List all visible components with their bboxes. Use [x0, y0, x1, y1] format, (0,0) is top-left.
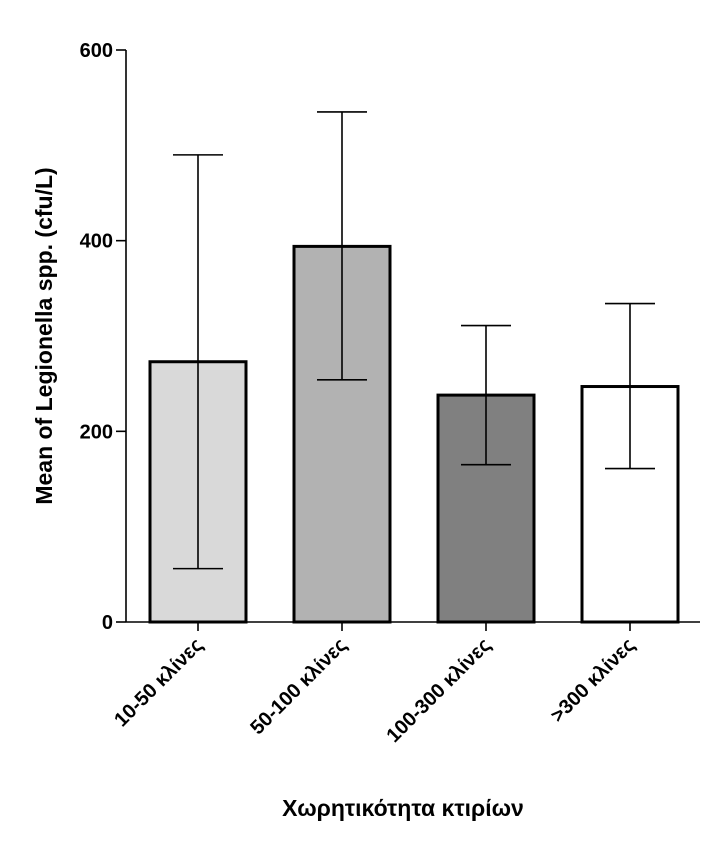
- y-tick-label-4: 600: [80, 40, 113, 62]
- x-axis-title: Χωρητικότητα κτιρίων: [282, 795, 524, 821]
- bar-4: [580, 385, 680, 624]
- y-tick-label-3: 400: [80, 231, 113, 253]
- x-tick-label-3: 100-300 κλίνες: [383, 634, 496, 747]
- y-axis-title: Mean of Legionella spp. (cfu/L): [31, 167, 57, 504]
- bars-layer: [148, 244, 680, 624]
- x-tick-label-1: 10-50 κλίνες: [110, 634, 207, 731]
- y-tick-label-1: 0: [102, 612, 113, 634]
- error-bars-layer: [173, 111, 655, 570]
- x-tick-label-2: 50-100 κλίνες: [246, 634, 351, 739]
- y-tick-label-2: 200: [80, 421, 113, 443]
- x-tick-label-4: >300 κλίνες: [547, 634, 640, 727]
